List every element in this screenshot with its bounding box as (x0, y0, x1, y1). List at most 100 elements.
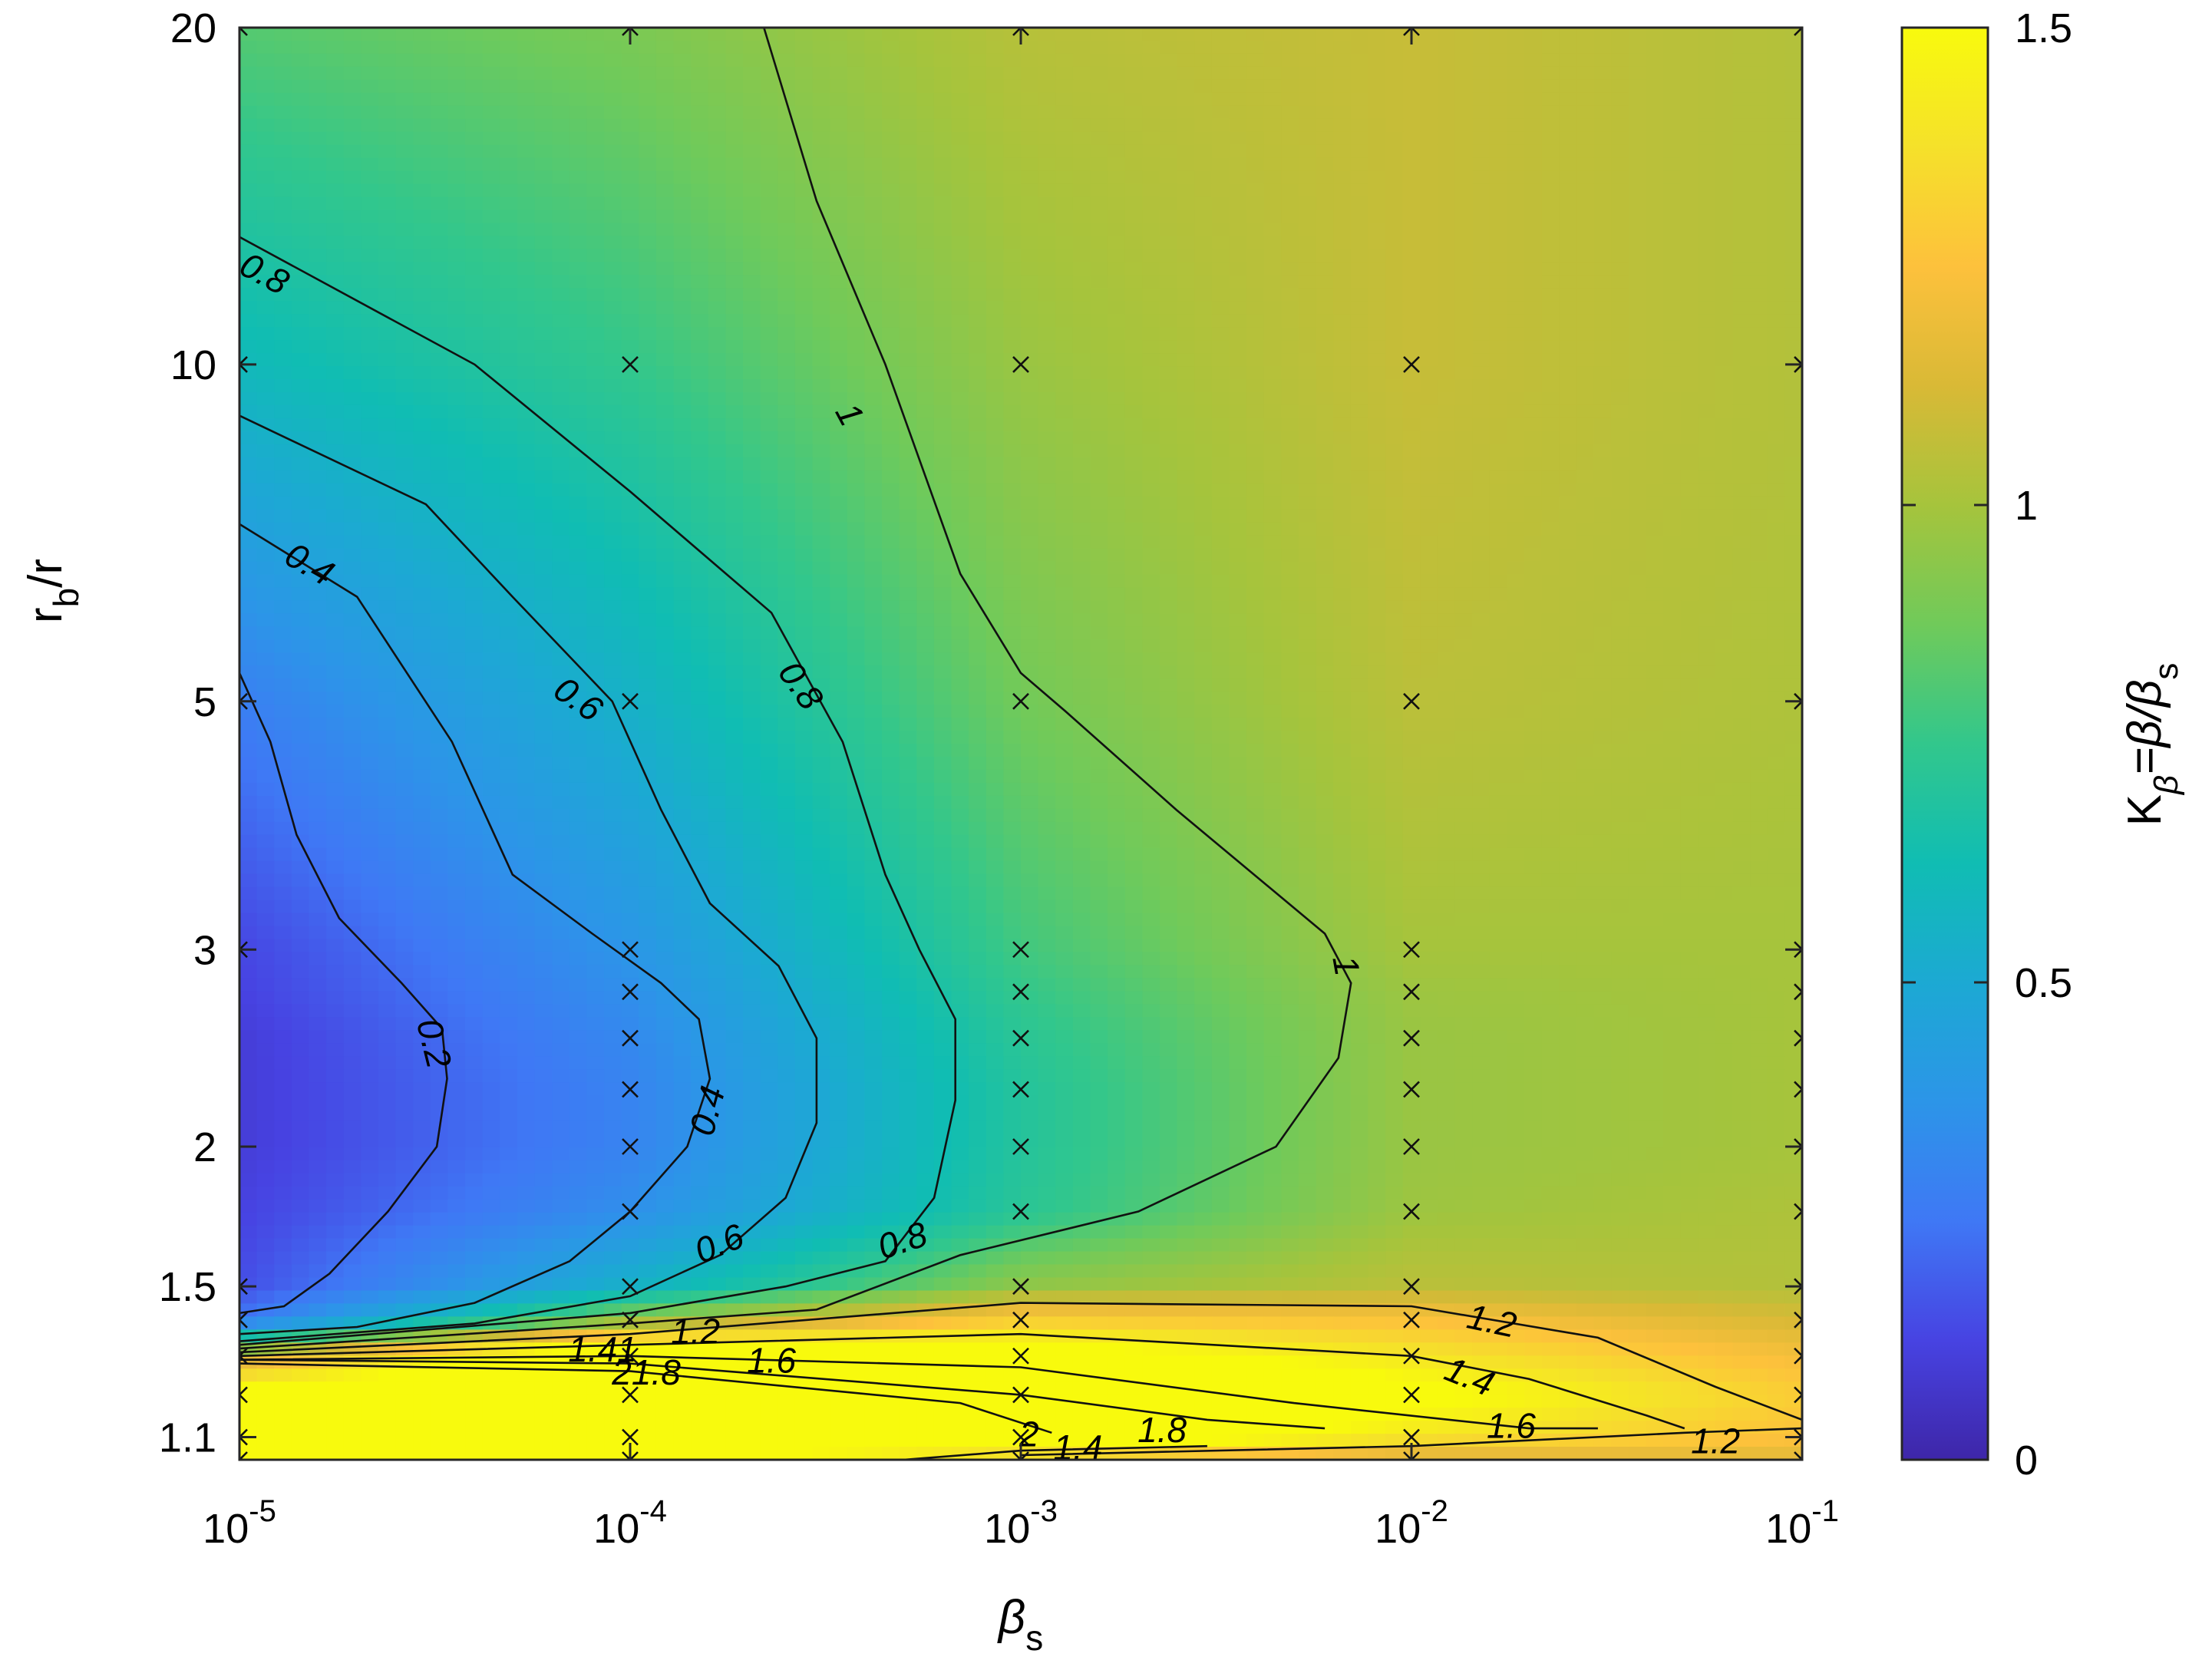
sample-marker (1012, 1278, 1029, 1296)
sample-marker (1012, 941, 1029, 959)
contour-label: 21.8 (611, 1352, 681, 1392)
x-tick-label: 10-1 (1765, 1494, 1839, 1552)
x-axis: 10-5 10-4 10-3 10-2 10-1 (203, 28, 1839, 1552)
sample-marker (1012, 692, 1029, 710)
sample-marker (1403, 1311, 1420, 1329)
sample-marker (1012, 355, 1029, 373)
sample-marker (1012, 28, 1029, 36)
sample-marker (1403, 692, 1420, 710)
contour-label: 1.6 (1487, 1405, 1536, 1445)
y-axis-label: rb/r (19, 559, 86, 623)
contour-line-9 (239, 1355, 1598, 1430)
colorbar-tick-label: 1 (2015, 483, 2038, 529)
sample-marker (1794, 941, 1802, 959)
colorbar-tick-label: 1.5 (2015, 5, 2072, 51)
sample-marker (1403, 28, 1420, 36)
x-axis-label: βs (997, 1591, 1043, 1657)
sample-marker (239, 1347, 248, 1365)
x-tick-label: 10-5 (203, 1494, 276, 1552)
sample-marker (1403, 1029, 1420, 1047)
sample-marker (239, 1386, 248, 1404)
sample-marker (1794, 1311, 1802, 1329)
sample-markers (239, 28, 1802, 1460)
sample-marker (622, 28, 639, 36)
sample-marker (1794, 983, 1802, 1001)
y-tick-label: 3 (193, 927, 216, 973)
contour-line-0 (239, 672, 448, 1315)
sample-marker (1012, 983, 1029, 1001)
sample-marker (1403, 941, 1420, 959)
sample-marker (1403, 1428, 1420, 1446)
sample-marker (1403, 1347, 1420, 1365)
sample-marker (1403, 355, 1420, 373)
sample-marker (1403, 1138, 1420, 1155)
x-tick-label: 10-3 (984, 1494, 1058, 1552)
sample-marker (1012, 1311, 1029, 1329)
sample-marker (1403, 983, 1420, 1001)
colorbar-ticks: 0 0.5 1 1.5 (1902, 5, 2072, 1484)
contour-line-3 (239, 236, 956, 1346)
colorbar-tick-label: 0 (2015, 1437, 2038, 1484)
sample-marker (1794, 1347, 1802, 1365)
colorbar-tick-label: 0.5 (2015, 960, 2072, 1006)
sample-marker (239, 941, 248, 959)
contour-label: 1.41 (568, 1329, 637, 1369)
heatmap-surface (239, 28, 1802, 1460)
sample-marker (1012, 1081, 1029, 1098)
sample-marker (1794, 355, 1802, 373)
contour-label: 1.6 (747, 1341, 796, 1381)
sample-marker (622, 1029, 639, 1047)
contour-line-2 (239, 414, 818, 1342)
sample-marker (1012, 1203, 1029, 1220)
sample-marker (1403, 1278, 1420, 1296)
sample-marker (1794, 1138, 1802, 1155)
x-tick-label: 10-4 (593, 1494, 667, 1552)
contour-label: 1.2 (1464, 1296, 1520, 1345)
sample-marker (239, 1428, 248, 1446)
sample-marker (239, 1311, 248, 1329)
sample-marker (1794, 28, 1802, 36)
sample-marker (1794, 1029, 1802, 1047)
sample-marker (622, 692, 639, 710)
sample-marker (1794, 1451, 1802, 1460)
sample-marker (1403, 1451, 1420, 1460)
sample-marker (1794, 1386, 1802, 1404)
sample-marker (1012, 1347, 1029, 1365)
y-tick-label: 1.1 (159, 1415, 216, 1461)
sample-marker (622, 941, 639, 959)
sample-marker (1403, 1081, 1420, 1098)
contour-label: 1.4 (1053, 1428, 1102, 1467)
sample-marker (1012, 1428, 1029, 1446)
sample-marker (239, 1451, 248, 1460)
y-tick-label: 5 (193, 679, 216, 725)
sample-marker (239, 355, 248, 373)
sample-marker (622, 1451, 639, 1460)
sample-marker (1794, 1203, 1802, 1220)
sample-marker (622, 1347, 639, 1365)
contour-line-6 (1020, 1427, 1802, 1457)
y-tick-label: 1.5 (159, 1264, 216, 1310)
sample-marker (239, 1278, 248, 1296)
contour-line-1 (239, 523, 711, 1335)
sample-marker (1403, 1386, 1420, 1404)
sample-marker (622, 355, 639, 373)
y-axis: 1.1 1.5 2 3 5 10 20 (159, 5, 1802, 1461)
sample-marker (1012, 1451, 1029, 1460)
sample-marker (1794, 1278, 1802, 1296)
sample-marker (622, 1386, 639, 1404)
sample-marker (1403, 1203, 1420, 1220)
sample-marker (622, 1138, 639, 1155)
contour-label: 1.8 (1137, 1410, 1187, 1450)
sample-marker (622, 1428, 639, 1446)
contour-label: 1.2 (671, 1311, 720, 1351)
x-tick-label: 10-2 (1375, 1494, 1448, 1552)
contour-line-5 (239, 1302, 1802, 1421)
sample-marker (622, 983, 639, 1001)
contour-line-4 (239, 28, 1352, 1350)
sample-marker (1794, 1081, 1802, 1098)
y-tick-label: 10 (170, 342, 216, 388)
colorbar (1900, 26, 1989, 1461)
sample-marker (239, 28, 248, 36)
sample-marker (622, 1278, 639, 1296)
